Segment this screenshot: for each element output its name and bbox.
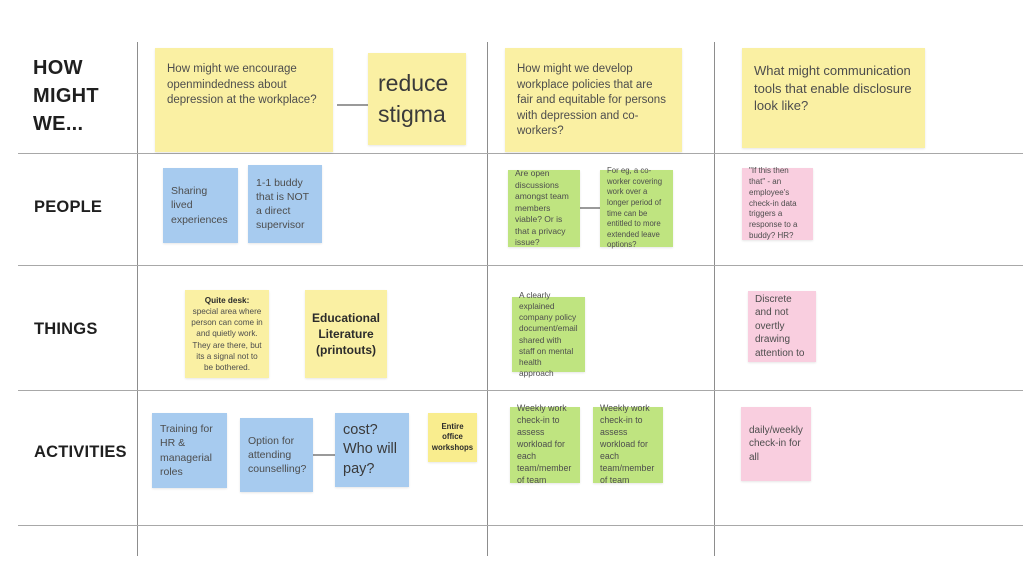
connector-line-stigma	[337, 104, 368, 106]
row-label-activities: ACTIVITIES	[34, 443, 127, 461]
sticky-note-hmw-openmindedness[interactable]: How might we encourage openmindedness ab…	[155, 48, 333, 152]
sticky-note-heading: Quite desk:	[204, 296, 250, 306]
sticky-note-hmw-communication-tools[interactable]: What might communication tools that enab…	[742, 48, 925, 148]
sticky-note-hmw-policies[interactable]: How might we develop workplace policies …	[505, 48, 682, 152]
sticky-note-extended-leave[interactable]: For eg, a co-worker covering work over a…	[600, 166, 673, 249]
sticky-note-weekly-checkin-1[interactable]: Weekly work check-in to assess workload …	[510, 403, 580, 485]
sticky-note-text: Option for attending counselling?	[248, 434, 307, 476]
sticky-note-if-this-then-that[interactable]: "If this then that" - an employee's chec…	[742, 166, 813, 240]
grid-hline-4	[18, 525, 1023, 526]
grid-vline-3	[714, 42, 715, 556]
sticky-note-educational-literature[interactable]: Educational Literature (printouts)	[305, 290, 387, 378]
grid-vline-1	[137, 42, 138, 556]
sticky-note-text: "If this then that" - an employee's chec…	[749, 166, 798, 240]
sticky-note-text: How might we encourage openmindedness ab…	[167, 63, 317, 107]
sticky-note-text: Quite desk: special area where person ca…	[191, 295, 263, 372]
sticky-note-counselling[interactable]: Option for attending counselling?	[240, 418, 313, 492]
sticky-note-training-hr[interactable]: Training for HR & managerial roles	[152, 413, 227, 488]
sticky-note-text: Weekly work check-in to assess workload …	[517, 403, 572, 485]
sticky-note-text: A clearly explained company policy docum…	[519, 289, 578, 379]
sticky-note-discrete[interactable]: Discrete and not overtly drawing attenti…	[748, 291, 816, 362]
sticky-note-text: Training for HR & managerial roles	[160, 423, 213, 478]
sticky-note-text: daily/weekly check-in for all	[749, 424, 803, 463]
grid-hline-3	[18, 390, 1023, 391]
sticky-note-text: Are open discussions amongst team member…	[515, 168, 569, 248]
sticky-note-buddy[interactable]: 1-1 buddy that is NOT a direct superviso…	[248, 165, 322, 243]
sticky-note-text: Entire office workshops	[431, 421, 474, 452]
sticky-note-text: cost? Who will pay?	[343, 421, 397, 477]
sticky-note-reduce-stigma[interactable]: reduce stigma	[368, 53, 466, 145]
connector-line-cost	[313, 454, 335, 456]
row-label-people: PEOPLE	[34, 198, 103, 216]
sticky-note-weekly-checkin-2[interactable]: Weekly work check-in to assess workload …	[593, 403, 663, 485]
sticky-note-text: How might we develop workplace policies …	[517, 63, 666, 138]
grid-vline-2	[487, 42, 488, 556]
row-label-how-might-we: HOW MIGHT WE...	[33, 57, 99, 135]
sticky-note-text: Discrete and not overtly drawing attenti…	[755, 293, 805, 359]
sticky-note-cost[interactable]: cost? Who will pay?	[335, 413, 409, 487]
sticky-note-sharing-experiences[interactable]: Sharing lived experiences	[163, 168, 238, 243]
sticky-note-text: Weekly work check-in to assess workload …	[600, 403, 655, 485]
sticky-note-quite-desk[interactable]: Quite desk: special area where person ca…	[185, 290, 269, 378]
sticky-note-policy-document[interactable]: A clearly explained company policy docum…	[512, 290, 585, 378]
sticky-note-office-workshops[interactable]: Entire office workshops	[428, 413, 477, 462]
sticky-note-daily-checkin[interactable]: daily/weekly check-in for all	[741, 407, 811, 481]
sticky-note-text: Sharing lived experiences	[171, 185, 228, 226]
connector-line-discussions	[580, 207, 600, 209]
sticky-note-text: What might communication tools that enab…	[754, 63, 912, 114]
sticky-note-body: special area where person can come in an…	[191, 307, 263, 372]
sticky-note-text: reduce stigma	[378, 69, 449, 127]
grid-hline-1	[18, 153, 1023, 154]
sticky-note-open-discussions[interactable]: Are open discussions amongst team member…	[508, 168, 580, 248]
sticky-note-text: Educational Literature (printouts)	[311, 310, 380, 358]
grid-hline-2	[18, 265, 1023, 266]
sticky-note-text: For eg, a co-worker covering work over a…	[607, 166, 663, 250]
sticky-note-text: 1-1 buddy that is NOT a direct superviso…	[256, 176, 309, 232]
row-label-things: THINGS	[34, 320, 98, 338]
